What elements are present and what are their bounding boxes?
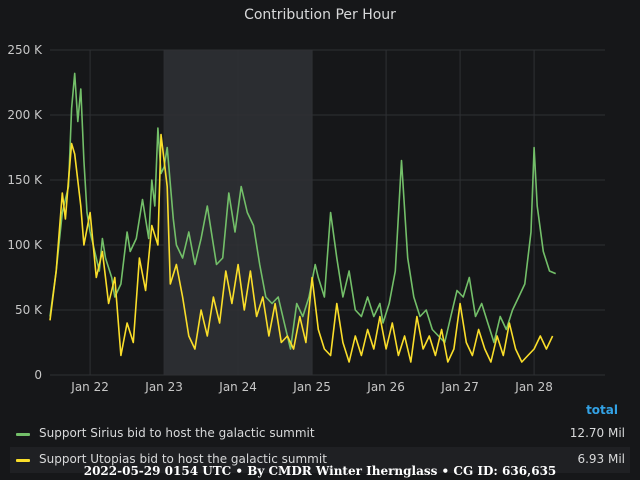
y-tick-label: 100 K (7, 238, 43, 252)
x-tick-label: Jan 23 (144, 380, 183, 394)
legend-swatch-utopias (16, 459, 30, 462)
x-tick-label: Jan 28 (514, 380, 553, 394)
line-chart: 0 50 K 100 K 150 K 200 K 250 K Jan 22 Jan 23 Ja… (7, 43, 605, 394)
legend-total-utopias: 6.93 Mil (577, 452, 625, 466)
x-tick-label: Jan 27 (440, 380, 479, 394)
y-tick-label: 200 K (7, 108, 43, 122)
x-tick-label: Jan 22 (70, 380, 109, 394)
legend-label-sirius: Support Sirius bid to host the galactic … (39, 426, 315, 440)
x-tick-label: Jan 25 (292, 380, 331, 394)
x-tick-label: Jan 24 (218, 380, 257, 394)
legend-item-utopias[interactable]: Support Utopias bid to host the galactic… (10, 447, 630, 473)
series-line-1 (49, 133, 554, 363)
legend-swatch-sirius (16, 433, 30, 436)
chart-title: Contribution Per Hour (244, 7, 396, 23)
y-tick-label: 150 K (7, 173, 43, 187)
series-line-0 (49, 72, 557, 350)
legend-item-sirius[interactable]: Support Sirius bid to host the galactic … (10, 421, 630, 447)
y-tick-label: 0 (34, 368, 42, 382)
y-tick-label: 250 K (7, 43, 43, 57)
x-tick-label: Jan 26 (366, 380, 405, 394)
legend-label-utopias: Support Utopias bid to host the galactic… (39, 452, 327, 466)
footer-credit: 2022-05-29 0154 UTC • By CMDR Winter Ihe… (83, 464, 557, 478)
legend-total-header[interactable]: total (586, 403, 618, 417)
legend-total-sirius: 12.70 Mil (569, 426, 625, 440)
y-tick-label: 50 K (15, 303, 43, 317)
